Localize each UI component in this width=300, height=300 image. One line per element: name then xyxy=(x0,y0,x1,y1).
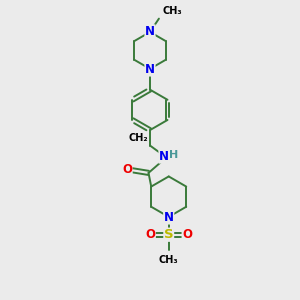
Text: H: H xyxy=(169,150,178,160)
Text: N: N xyxy=(145,25,155,38)
Text: CH₂: CH₂ xyxy=(129,133,148,143)
Text: CH₃: CH₃ xyxy=(163,6,182,16)
Text: O: O xyxy=(122,163,132,176)
Text: S: S xyxy=(164,228,173,241)
Text: CH₃: CH₃ xyxy=(159,255,178,265)
Text: O: O xyxy=(182,228,192,241)
Text: O: O xyxy=(145,228,155,241)
Text: N: N xyxy=(159,150,169,163)
Text: N: N xyxy=(164,211,174,224)
Text: N: N xyxy=(145,63,155,76)
